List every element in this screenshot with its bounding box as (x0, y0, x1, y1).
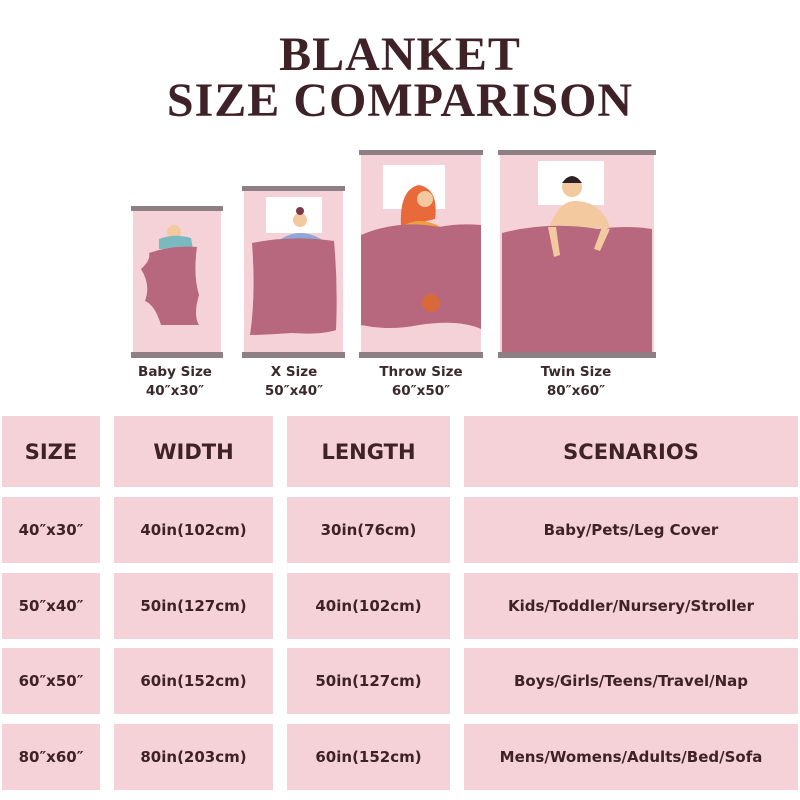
table-cell: 80in(203cm) (114, 724, 273, 790)
blanket-label-twin: Twin Size 80″x60″ (506, 363, 646, 401)
table-header-cell: SCENARIOS (464, 416, 798, 487)
table-header-cell: SIZE (2, 416, 100, 487)
table-header-cell: LENGTH (287, 416, 450, 487)
blanket-name: Throw Size (379, 364, 463, 380)
table-cell: 40″x30″ (2, 497, 100, 563)
table-cell: 60in(152cm) (114, 648, 273, 714)
blanket-dims: 40″x30″ (145, 383, 205, 399)
table-cell: 50in(127cm) (287, 648, 450, 714)
blanket-label-x: X Size 50″x40″ (224, 363, 364, 401)
table-header-cell: WIDTH (114, 416, 273, 487)
blanket-dims: 50″x40″ (264, 383, 324, 399)
blanket-name: Baby Size (138, 364, 212, 380)
table-cell: 40in(102cm) (114, 497, 273, 563)
title-line-1: BLANKET (279, 28, 521, 81)
blanket-label-baby: Baby Size 40″x30″ (105, 363, 245, 401)
twin-blanket-illustration (498, 150, 656, 358)
table-cell: 60″x50″ (2, 648, 100, 714)
table-cell: 30in(76cm) (287, 497, 450, 563)
table-cell: 50in(127cm) (114, 573, 273, 639)
blanket-dims: 60″x50″ (391, 383, 451, 399)
table-cell: 80″x60″ (2, 724, 100, 790)
table-cell: 60in(152cm) (287, 724, 450, 790)
baby-blanket-illustration (131, 206, 223, 358)
table-cell: Baby/Pets/Leg Cover (464, 497, 798, 563)
table-cell: Kids/Toddler/Nursery/Stroller (464, 573, 798, 639)
blanket-name: Twin Size (540, 364, 612, 380)
title-line-2: SIZE COMPARISON (166, 74, 634, 127)
cat-icon (422, 294, 440, 312)
table-cell: Boys/Girls/Teens/Travel/Nap (464, 648, 798, 714)
x-blanket-illustration (242, 186, 345, 358)
blanket-dims: 80″x60″ (546, 383, 606, 399)
throw-blanket-illustration (359, 150, 483, 358)
table-cell: 40in(102cm) (287, 573, 450, 639)
blanket-label-throw: Throw Size 60″x50″ (351, 363, 491, 401)
table-cell: 50″x40″ (2, 573, 100, 639)
table-cell: Mens/Womens/Adults/Bed/Sofa (464, 724, 798, 790)
blanket-name: X Size (270, 364, 318, 380)
